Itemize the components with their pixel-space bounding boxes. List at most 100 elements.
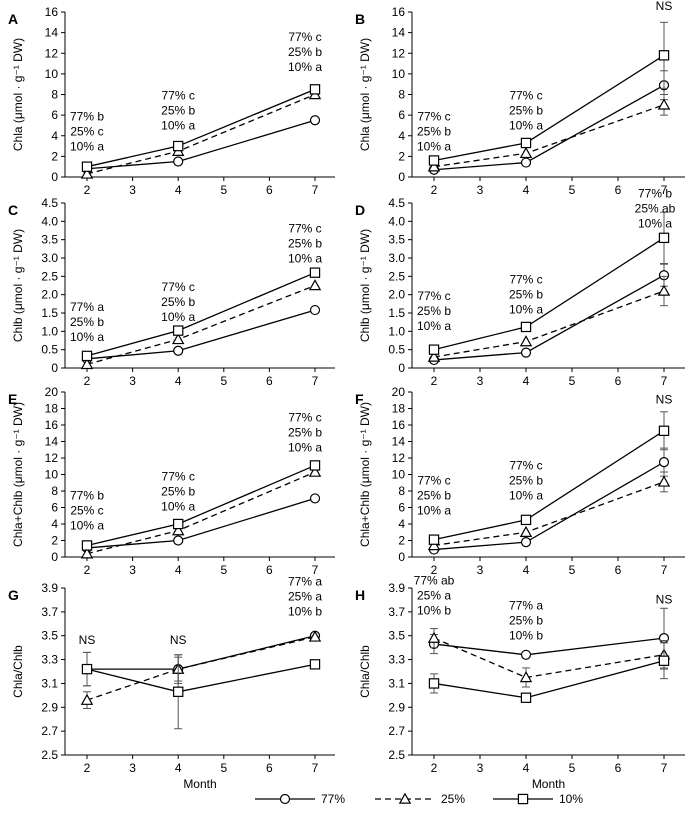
y-tick-label: 16: [45, 418, 59, 432]
significance-label: 25% c: [70, 124, 103, 138]
significance-label: 25% b: [288, 45, 322, 59]
x-tick-label: 6: [266, 563, 273, 577]
series-77pct: [428, 607, 670, 669]
data-point: [81, 350, 93, 362]
x-tick-label: 6: [266, 183, 273, 197]
y-tick-label: 20: [392, 385, 406, 399]
y-axis-label: Chla/Chlb: [11, 645, 25, 698]
x-tick-label: 7: [661, 761, 668, 775]
panel-c: 0 0.5 1.0 1.5 2.0 2.5 3.0 3.5 4.0 4.5 2 3 4 5 6 7 Chlb (…: [8, 196, 335, 388]
x-tick-label: 7: [661, 563, 668, 577]
series-10pct: [428, 211, 670, 355]
significance-label: 77% c: [417, 109, 450, 123]
series-77pct: [81, 493, 321, 554]
significance-label: 25% b: [161, 484, 195, 498]
significance-label: NS: [656, 593, 673, 607]
significance-label: 10% a: [161, 119, 195, 133]
y-tick-label: 6: [51, 501, 58, 515]
series-line: [86, 119, 316, 170]
significance-label: 10% a: [417, 139, 451, 153]
x-tick-label: 4: [523, 761, 530, 775]
y-axis-label: Chla+Chlb (μmol · g⁻¹ DW): [358, 402, 372, 547]
data-point: [309, 493, 321, 504]
legend-label: 10%: [559, 792, 583, 806]
y-tick-label: 10: [392, 468, 406, 482]
y-tick-label: 0: [51, 550, 58, 564]
significance-label: 77% b: [70, 109, 104, 123]
y-tick-label: 14: [392, 26, 406, 40]
y-axis-label: Chla+Chlb (μmol · g⁻¹ DW): [11, 402, 25, 547]
x-tick-label: 3: [129, 183, 136, 197]
x-tick-label: 2: [84, 563, 91, 577]
panel-letter: G: [8, 587, 19, 603]
significance-label: 10% a: [509, 303, 543, 317]
x-tick-label: 4: [523, 374, 530, 388]
y-tick-label: 3.3: [388, 653, 405, 667]
data-point: [658, 50, 670, 61]
y-tick-label: 14: [45, 26, 59, 40]
y-tick-label: 18: [392, 402, 406, 416]
legend-item: 10%: [493, 792, 583, 806]
significance-label: 10% a: [70, 139, 104, 153]
data-point: [519, 146, 533, 159]
significance-label: 77% c: [509, 273, 542, 287]
significance-label: 25% b: [161, 295, 195, 309]
series-25pct: [80, 465, 322, 559]
data-point: [173, 156, 184, 167]
x-tick-label: 6: [615, 183, 622, 197]
significance-label: NS: [656, 0, 673, 13]
series-10pct: [81, 267, 321, 362]
significance-label: 25% b: [509, 613, 543, 627]
y-tick-label: 3.5: [41, 233, 58, 247]
data-point: [427, 539, 441, 551]
y-tick-label: 1.5: [388, 306, 405, 320]
data-point: [173, 535, 184, 546]
series-77pct: [81, 630, 321, 687]
significance-label: 10% b: [288, 605, 322, 619]
data-point: [427, 160, 441, 172]
y-tick-label: 10: [45, 468, 59, 482]
x-axis-label: Month: [183, 777, 216, 791]
data-point: [519, 525, 533, 538]
data-point: [308, 630, 322, 642]
data-point: [520, 157, 532, 168]
y-tick-label: 12: [45, 46, 59, 60]
data-point: [173, 686, 184, 697]
data-point: [428, 534, 440, 545]
significance-label: 77% c: [417, 289, 450, 303]
y-tick-label: 3.5: [388, 629, 405, 643]
x-tick-label: 2: [431, 183, 438, 197]
y-tick-label: 2.9: [388, 700, 405, 714]
significance-label: 77% a: [70, 300, 104, 314]
data-point: [173, 140, 184, 152]
significance-label: 25% b: [417, 304, 451, 318]
data-point: [657, 284, 671, 296]
significance-label: 10% a: [161, 499, 195, 513]
data-point: [658, 655, 670, 666]
data-point: [173, 345, 184, 356]
significance-label: 10% a: [417, 503, 451, 517]
y-tick-label: 16: [392, 418, 406, 432]
panel-e: 0 2 4 6 8 10 12 14 16 18 20 2 3 4 5 6 7 Chla+Chlb (μmol ·…: [8, 385, 335, 577]
series-line: [86, 93, 316, 175]
significance-label: 77% a: [288, 575, 322, 589]
panel-f: 0 2 4 6 8 10 12 14 16 18 20 2 3 4 5 6 7 Chla+Chlb (μmol ·…: [355, 385, 685, 577]
significance-label: 10% a: [417, 319, 451, 333]
data-point: [520, 347, 532, 358]
y-tick-label: 2.5: [388, 748, 405, 762]
data-point: [427, 631, 441, 643]
x-tick-label: 7: [312, 563, 319, 577]
x-tick-label: 5: [220, 761, 227, 775]
series-line: [87, 635, 316, 670]
data-point: [80, 167, 94, 179]
panel-h: 2.5 2.7 2.9 3.1 3.3 3.5 3.7 3.9 2 3 4 5 6 7 Chla/Chlb M…: [355, 573, 685, 791]
data-point: [81, 540, 93, 551]
data-point: [657, 98, 671, 110]
series-line: [433, 237, 665, 351]
x-tick-label: 7: [661, 374, 668, 388]
significance-label: 77% c: [288, 221, 321, 235]
series-10pct: [81, 460, 321, 551]
y-tick-label: 10: [45, 67, 59, 81]
significance-label: 10% b: [417, 603, 451, 617]
data-point: [309, 460, 321, 471]
